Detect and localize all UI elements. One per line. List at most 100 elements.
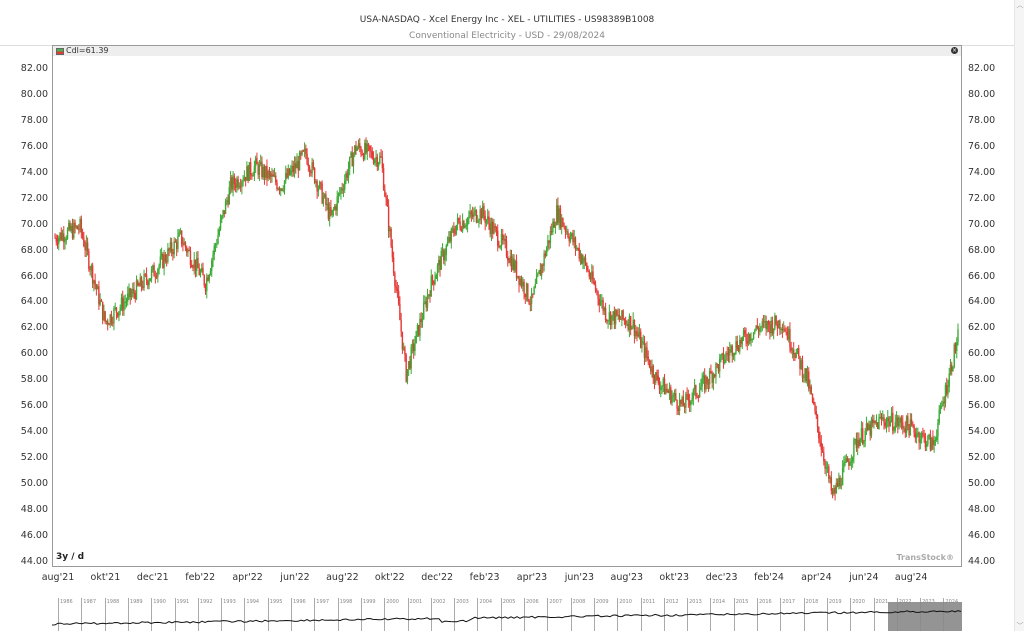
overview-year-label: 1991 <box>176 599 190 605</box>
y-tick-label: 58.00 <box>968 374 996 386</box>
period-label: 3y / d <box>56 552 85 562</box>
y-tick-label: 68.00 <box>20 244 48 256</box>
overview-year-divider <box>197 598 199 631</box>
overview-year-divider <box>663 598 665 631</box>
vertical-scrollbar[interactable]: ︿ ﹀ <box>1014 0 1024 631</box>
y-tick-label: 64.00 <box>968 296 996 308</box>
chart-subtitle: Conventional Electricity - USD - 29/08/2… <box>409 31 605 41</box>
close-icon[interactable]: × <box>951 47 958 54</box>
x-tick-label: dec'22 <box>421 572 454 583</box>
overview-year-label: 1994 <box>246 599 260 605</box>
x-tick-label: apr'22 <box>232 572 263 583</box>
overview-year-divider <box>826 598 828 631</box>
y-tick-label: 76.00 <box>968 140 996 152</box>
overview-year-divider <box>454 598 456 631</box>
overview-year-divider <box>314 598 316 631</box>
y-tick-label: 72.00 <box>968 192 996 204</box>
overview-year-label: 2007 <box>549 599 563 605</box>
overview-year-label: 1999 <box>362 599 376 605</box>
x-tick-label: apr'24 <box>801 572 832 583</box>
y-tick-label: 58.00 <box>20 374 48 386</box>
panel-header <box>53 46 961 56</box>
overview-year-label: 2017 <box>782 599 796 605</box>
overview-year-label: 1988 <box>106 599 120 605</box>
y-tick-label: 76.00 <box>20 140 48 152</box>
overview-year-label: 1995 <box>269 599 283 605</box>
y-tick-label: 46.00 <box>968 529 996 541</box>
overview-year-divider <box>360 598 362 631</box>
overview-year-divider <box>430 598 432 631</box>
overview-year-divider <box>850 598 852 631</box>
x-tick-label: dec'21 <box>136 572 169 583</box>
overview-year-label: 2018 <box>805 599 819 605</box>
chart-title: USA-NASDAQ - Xcel Energy Inc - XEL - UTI… <box>359 15 655 25</box>
overview-year-label: 2008 <box>572 599 586 605</box>
overview-year-label: 1989 <box>129 599 143 605</box>
x-tick-label: dec'23 <box>705 572 738 583</box>
price-panel[interactable]: Cdl=61.39 × 3y / d TransStock® <box>52 45 962 567</box>
y-tick-label: 66.00 <box>968 270 996 282</box>
overview-year-label: 1997 <box>316 599 330 605</box>
y-tick-label: 52.00 <box>968 452 996 464</box>
y-tick-label: 44.00 <box>968 555 996 567</box>
x-tick-label: okt'21 <box>90 572 121 583</box>
overview-year-label: 1987 <box>83 599 97 605</box>
y-tick-label: 60.00 <box>968 348 996 360</box>
y-tick-label: 48.00 <box>968 503 996 515</box>
overview-year-label: 2003 <box>456 599 469 605</box>
scroll-up-icon[interactable]: ︿ <box>1016 1 1024 9</box>
overview-year-label: 2002 <box>432 599 446 605</box>
overview-year-label: 2014 <box>712 599 726 605</box>
overview-year-divider <box>337 598 339 631</box>
overview-year-label: 2004 <box>479 599 493 605</box>
y-tick-label: 74.00 <box>20 166 48 178</box>
overview-year-divider <box>151 598 153 631</box>
scroll-down-icon[interactable]: ﹀ <box>1016 622 1024 630</box>
overview-year-label: 2010 <box>619 599 632 605</box>
x-tick-label: aug'23 <box>610 572 644 583</box>
y-tick-label: 66.00 <box>20 270 48 282</box>
x-tick-label: feb'22 <box>185 572 216 583</box>
y-tick-label: 62.00 <box>968 322 996 334</box>
overview-year-label: 1998 <box>339 599 353 605</box>
overview-year-divider <box>127 598 129 631</box>
y-tick-label: 50.00 <box>968 478 996 490</box>
brand-watermark: TransStock® <box>896 553 954 562</box>
overview-year-divider <box>174 598 176 631</box>
overview-year-label: 2001 <box>409 599 423 605</box>
legend[interactable]: Cdl=61.39 <box>56 46 109 56</box>
overview-year-divider <box>524 598 525 631</box>
y-tick-label: 56.00 <box>968 400 996 412</box>
x-tick-label: apr'23 <box>516 572 548 583</box>
overview-year-label: 2012 <box>665 599 679 605</box>
overview-year-label: 2011 <box>642 599 656 605</box>
legend-label: Cdl=61.39 <box>66 46 109 55</box>
overview-year-divider <box>617 598 619 631</box>
y-tick-label: 72.00 <box>20 192 48 204</box>
y-tick-label: 46.00 <box>20 529 48 541</box>
y-tick-label: 80.00 <box>20 88 48 100</box>
overview-year-divider <box>267 598 269 631</box>
y-tick-label: 48.00 <box>20 503 48 515</box>
y-tick-label: 50.00 <box>20 478 48 490</box>
overview-year-label: 2013 <box>689 599 702 605</box>
overview-year-divider <box>221 598 223 631</box>
overview-year-label: 1992 <box>199 599 213 605</box>
overview-year-divider <box>477 598 479 631</box>
overview-year-label: 2006 <box>526 599 539 605</box>
overview-year-divider <box>780 598 782 631</box>
y-tick-label: 70.00 <box>968 218 996 230</box>
overview-year-divider <box>291 598 292 631</box>
y-tick-label: 78.00 <box>20 114 48 126</box>
overview-year-divider <box>570 598 572 631</box>
overview-year-divider <box>547 598 549 631</box>
y-tick-label: 62.00 <box>20 322 48 334</box>
overview-range-selector[interactable] <box>888 602 962 631</box>
y-tick-label: 56.00 <box>20 400 48 412</box>
y-tick-label: 82.00 <box>968 63 996 74</box>
overview-year-label: 2000 <box>386 599 399 605</box>
overview-year-label: 2020 <box>852 599 865 605</box>
x-tick-label: jun'23 <box>564 572 595 583</box>
